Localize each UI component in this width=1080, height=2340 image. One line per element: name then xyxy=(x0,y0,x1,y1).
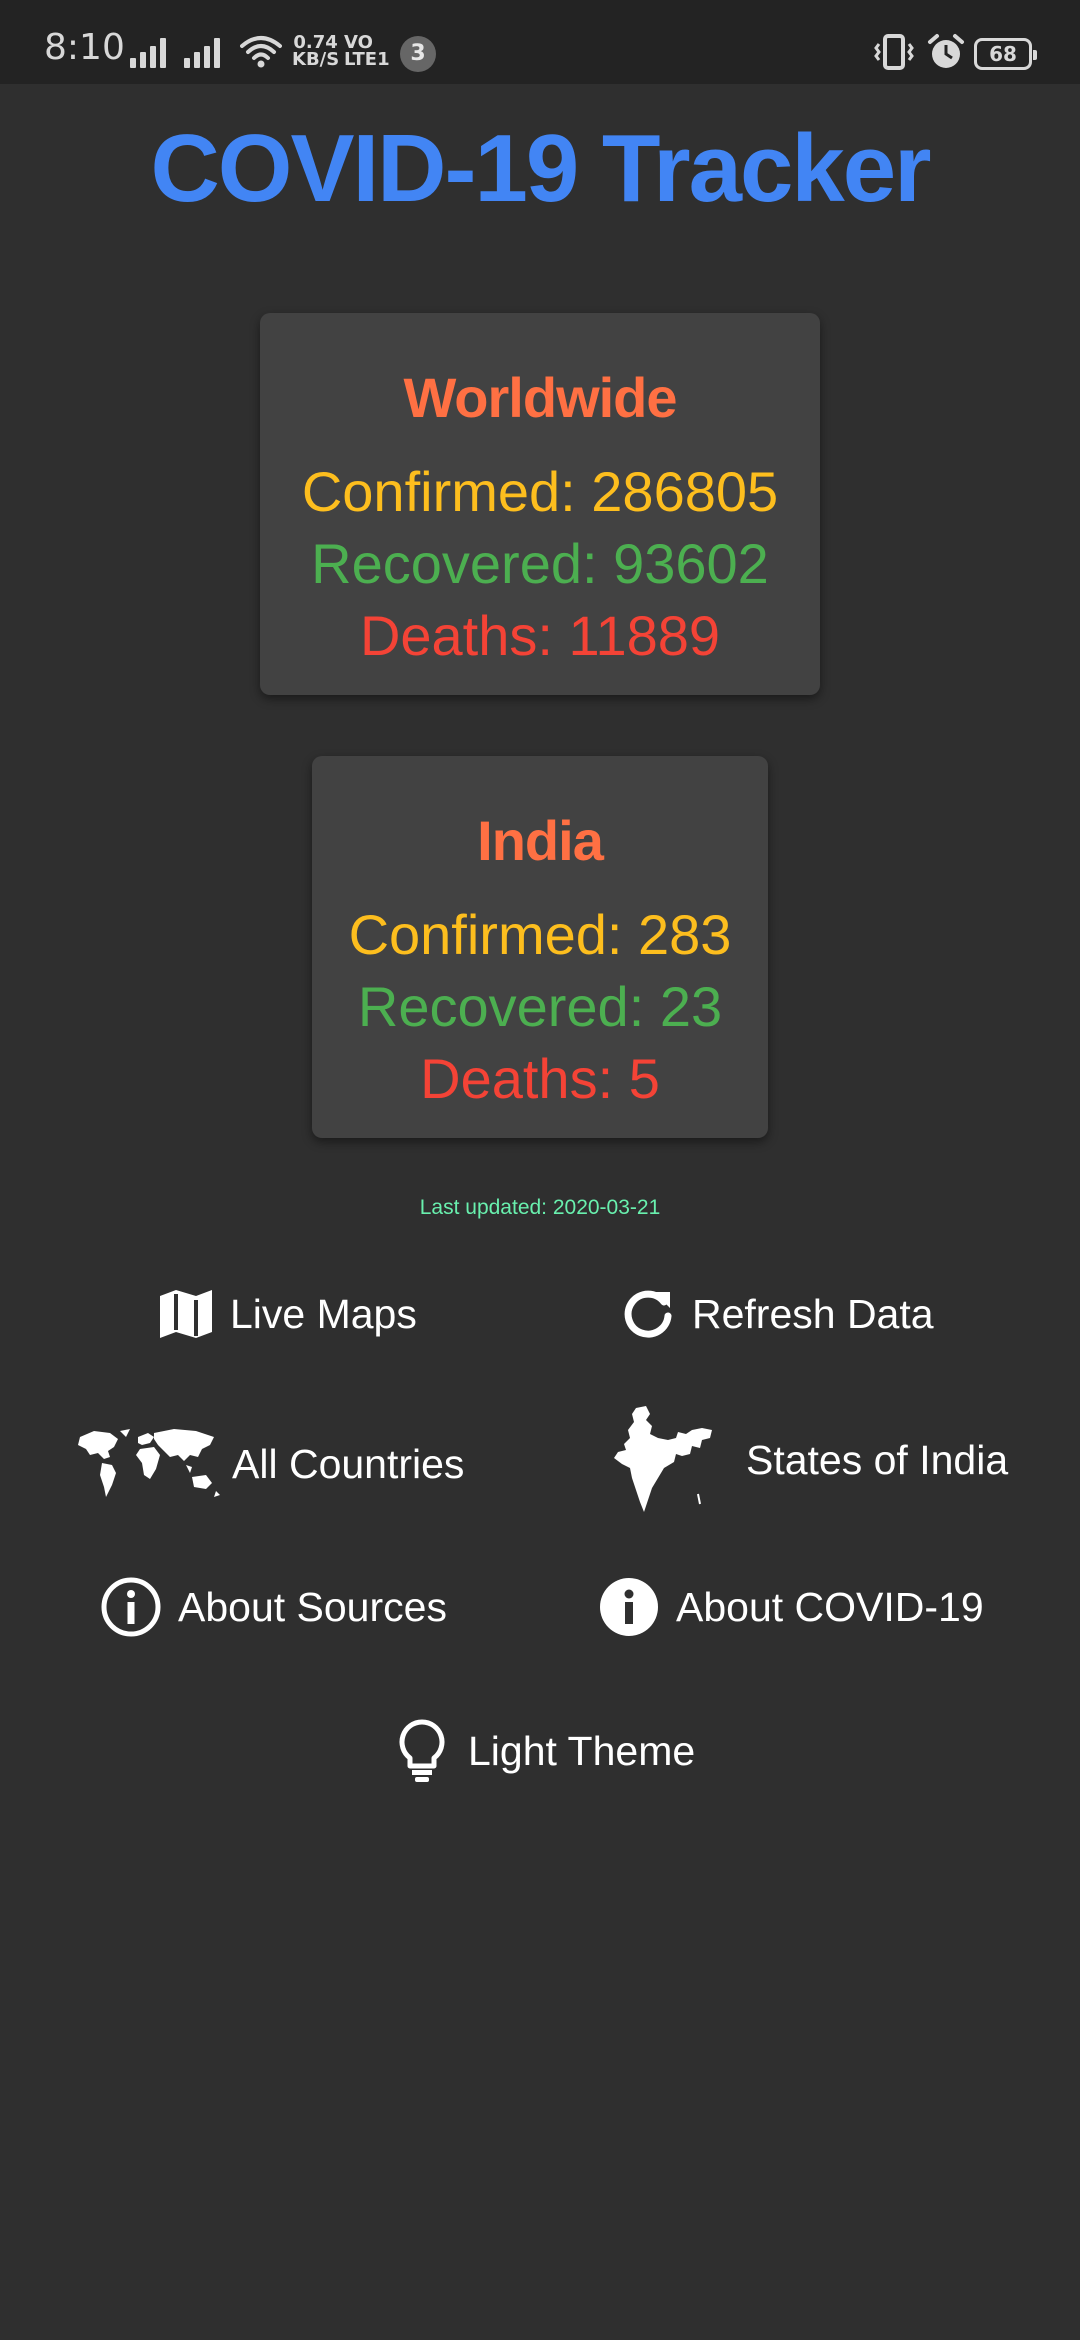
india-recovered: Recovered: 23 xyxy=(357,975,723,1038)
notification-count-badge: 3 xyxy=(400,36,436,72)
about-covid-label: About COVID-19 xyxy=(676,1583,984,1630)
worldwide-heading: Worldwide xyxy=(403,366,677,429)
worldwide-card: Worldwide Confirmed: 286805 Recovered: 9… xyxy=(260,313,820,695)
india-deaths: Deaths: 5 xyxy=(420,1047,660,1110)
lightbulb-icon xyxy=(399,1719,445,1782)
live-maps-label: Live Maps xyxy=(230,1290,417,1337)
states-of-india-button[interactable]: States of India xyxy=(612,1404,1008,1516)
info-outline-icon xyxy=(101,1577,161,1637)
network-speed-unit: KB/S xyxy=(292,49,340,70)
about-covid-button[interactable]: About COVID-19 xyxy=(598,1576,984,1638)
last-updated-text: Last updated: 2020-03-21 xyxy=(419,1196,661,1219)
volte-bottom: LTE1 xyxy=(344,49,390,70)
map-icon xyxy=(160,1290,212,1338)
network-speed: 0.74 KB/S xyxy=(292,32,340,70)
worldwide-deaths: Deaths: 11889 xyxy=(359,604,721,667)
refresh-data-label: Refresh Data xyxy=(692,1290,934,1337)
network-speed-value: 0.74 xyxy=(293,32,338,53)
india-card: India Confirmed: 283 Recovered: 23 Death… xyxy=(312,756,768,1138)
about-sources-button[interactable]: About Sources xyxy=(100,1576,447,1638)
states-of-india-label: States of India xyxy=(746,1436,1009,1483)
volte-indicator: VO LTE1 xyxy=(344,32,390,70)
all-countries-label: All Countries xyxy=(232,1440,465,1487)
status-time: 8:10 xyxy=(44,27,125,68)
india-heading: India xyxy=(477,809,604,872)
wifi-icon xyxy=(240,34,282,72)
app-title: COVID-19 Tracker xyxy=(150,115,931,222)
battery-indicator: 68 xyxy=(974,38,1037,70)
alarm-icon xyxy=(926,32,966,76)
signal-1-icon xyxy=(130,34,174,68)
all-countries-button[interactable]: All Countries xyxy=(74,1424,464,1504)
info-filled-icon xyxy=(600,1578,658,1636)
signal-2-icon xyxy=(184,34,228,68)
volte-top: VO xyxy=(344,32,373,53)
world-map-icon xyxy=(78,1429,220,1497)
india-confirmed: Confirmed: 283 xyxy=(348,903,732,966)
live-maps-button[interactable]: Live Maps xyxy=(158,1284,417,1344)
worldwide-recovered: Recovered: 93602 xyxy=(311,532,769,595)
light-theme-label: Light Theme xyxy=(468,1727,696,1774)
vibrate-icon xyxy=(872,32,916,76)
light-theme-button[interactable]: Light Theme xyxy=(396,1718,695,1784)
refresh-icon xyxy=(624,1290,672,1338)
refresh-data-button[interactable]: Refresh Data xyxy=(620,1284,934,1344)
india-map-icon xyxy=(614,1406,712,1512)
about-sources-label: About Sources xyxy=(178,1583,447,1630)
worldwide-confirmed: Confirmed: 286805 xyxy=(301,460,779,523)
status-bar: 8:10 0.74 KB/S VO LTE1 3 xyxy=(0,0,1080,84)
